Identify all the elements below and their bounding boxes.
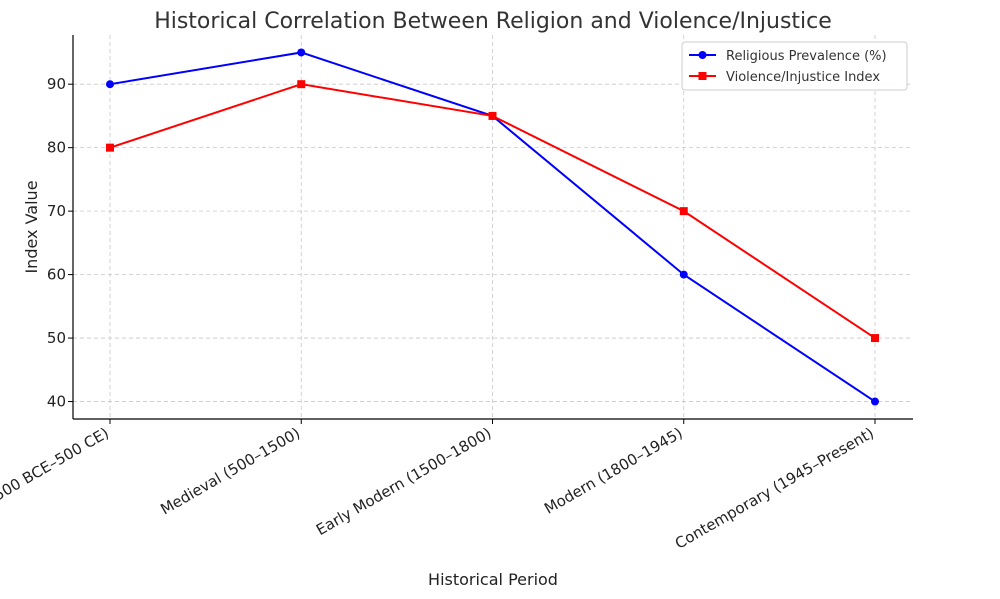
chart-title: Historical Correlation Between Religion …: [154, 9, 832, 34]
x-tick-label: Early Modern (1500–1800): [313, 424, 495, 539]
data-point: [871, 334, 879, 343]
data-point: [488, 111, 497, 120]
y-axis-label: Index Value: [22, 180, 41, 273]
data-point: [679, 270, 688, 279]
x-tick-label: Medieval (500–1500): [157, 424, 303, 519]
y-tick-label: 80: [47, 139, 66, 157]
y-ticks: 40 50 60 70 80 90: [47, 75, 73, 411]
legend-box: [681, 41, 908, 91]
y-tick-label: 60: [47, 266, 66, 284]
legend: Religious Prevalence (%) Violence/Injust…: [681, 41, 908, 91]
data-point: [679, 207, 688, 216]
x-ticks: Ancient (500 BCE–500 CE) Medieval (500–15…: [0, 419, 877, 553]
x-tick-label: Modern (1800–1945): [541, 424, 686, 518]
x-tick-label: Ancient (500 BCE–500 CE): [0, 424, 112, 538]
data-point: [106, 143, 114, 152]
y-tick-label: 90: [47, 75, 66, 93]
x-axis-label: Historical Period: [428, 570, 558, 589]
data-point: [106, 80, 114, 89]
axes: [72, 35, 913, 420]
data-point: [297, 80, 306, 89]
series-group: [106, 48, 879, 406]
legend-marker-violence: [698, 72, 707, 80]
data-point: [297, 48, 306, 57]
legend-marker-religious: [698, 51, 707, 59]
y-tick-label: 70: [47, 202, 66, 220]
y-tick-label: 40: [47, 393, 66, 411]
x-tick-label: Contemporary (1945–Present): [672, 424, 877, 553]
grid-lines: [73, 35, 913, 419]
legend-label-violence: Violence/Injustice Index: [726, 70, 880, 85]
legend-label-religious: Religious Prevalence (%): [726, 49, 887, 64]
data-point: [871, 397, 879, 406]
y-tick-label: 50: [47, 329, 66, 347]
